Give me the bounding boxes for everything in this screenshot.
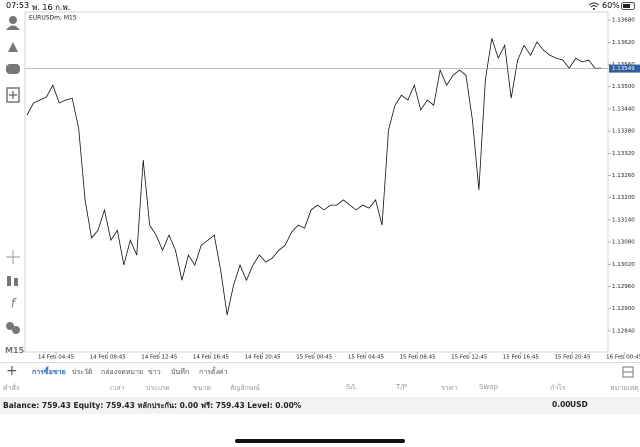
layout-icon[interactable] <box>622 366 634 378</box>
balance-row <box>0 397 640 414</box>
y-tick-label: 1.13500 <box>612 84 635 90</box>
y-tick-label: 1.13200 <box>612 195 635 201</box>
status-time: 07:53 <box>6 1 30 10</box>
tab[interactable]: ข่าว <box>148 368 161 376</box>
x-tick-label: 14 Feb 12:45 <box>141 355 178 361</box>
column-title: ราคา <box>441 384 458 392</box>
y-tick-label: 1.12840 <box>612 328 635 334</box>
currency: USD <box>570 400 588 409</box>
x-tick-label: 14 Feb 04:45 <box>38 355 75 361</box>
column-title: หมายเหตุ <box>610 384 639 392</box>
y-tick-label: 1.13320 <box>612 151 635 157</box>
account-icon[interactable] <box>9 16 17 24</box>
y-tick-label: 1.13260 <box>612 173 635 179</box>
home-indicator <box>235 439 405 443</box>
column-title: เวลา <box>110 384 125 392</box>
chat-icon[interactable] <box>6 64 20 74</box>
y-tick-label: 1.13620 <box>612 40 635 46</box>
y-tick-label: 1.12960 <box>612 284 635 290</box>
x-tick-label: 14 Feb 08:45 <box>90 355 127 361</box>
tab[interactable]: การซื้อขาย <box>32 368 66 376</box>
crosshair-icon[interactable] <box>6 250 20 264</box>
add-button[interactable]: + <box>6 363 18 379</box>
symbol-label: EURUSDm, M15 <box>29 15 77 22</box>
column-title: ประเภท <box>146 384 170 392</box>
column-title: คำสั่ง <box>3 384 20 392</box>
timeframe[interactable]: M15 <box>5 346 25 355</box>
x-tick-label: 15 Feb 08:45 <box>400 355 437 361</box>
function-icon[interactable]: f <box>11 297 17 311</box>
x-tick-label: 14 Feb 20:45 <box>245 355 282 361</box>
column-title: กำไร <box>550 384 566 392</box>
tab[interactable]: กล่องจดหมาย <box>101 368 144 376</box>
y-tick-label: 1.13080 <box>612 240 635 246</box>
y-tick-label: 1.13680 <box>612 18 635 24</box>
status-date: พ. 16 ก.พ. <box>32 3 71 12</box>
indicator-icon[interactable] <box>7 276 11 286</box>
total-profit: 0.00 <box>552 400 571 409</box>
tab[interactable]: การตั้งค่า <box>199 368 228 376</box>
objects-icon[interactable] <box>6 322 14 330</box>
current-price-box <box>609 64 640 73</box>
y-tick-label: 1.13020 <box>612 262 635 268</box>
divider <box>0 362 640 363</box>
x-tick-label: 15 Feb 16:45 <box>503 355 540 361</box>
y-tick-label: 1.12900 <box>612 306 635 312</box>
x-tick-label: 14 Feb 16:45 <box>193 355 230 361</box>
toolbar-icons: f <box>6 16 20 334</box>
price-chart: EURUSDm, M15 1.136801.136201.135601.1350… <box>24 11 640 361</box>
y-tick-label: 1.13140 <box>612 217 635 223</box>
add-icon[interactable] <box>6 87 20 103</box>
status-battery: 60% <box>602 1 620 10</box>
x-tick-label: 15 Feb 20:45 <box>554 355 591 361</box>
x-tick-label: 15 Feb 04:45 <box>348 355 385 361</box>
wifi-icon <box>588 2 600 10</box>
x-tick-label: 15 Feb 12:45 <box>451 355 488 361</box>
column-title: T/P <box>396 383 407 391</box>
x-tick-label: 15 Feb 00:45 <box>296 355 333 361</box>
tab[interactable]: ประวัติ <box>72 368 93 376</box>
balance-text: Balance: 759.43 Equity: 759.43 หลักประกั… <box>3 401 302 410</box>
battery-icon <box>621 2 635 10</box>
x-tick-label: 16 Feb 00:45 <box>606 355 640 361</box>
column-title: สัญลักษณ์ <box>230 384 260 392</box>
column-title: S/L <box>346 383 357 391</box>
column-title: ขนาด <box>193 384 212 392</box>
column-title: Swap <box>479 383 498 391</box>
plot-frame <box>24 11 609 353</box>
y-tick-label: 1.13380 <box>612 129 635 135</box>
trade-icon[interactable] <box>8 42 18 52</box>
y-tick-label: 1.13440 <box>612 106 635 112</box>
price-line <box>26 38 602 316</box>
tab[interactable]: บันทึก <box>171 368 190 376</box>
current-price-label: 1.13549 <box>612 66 635 72</box>
